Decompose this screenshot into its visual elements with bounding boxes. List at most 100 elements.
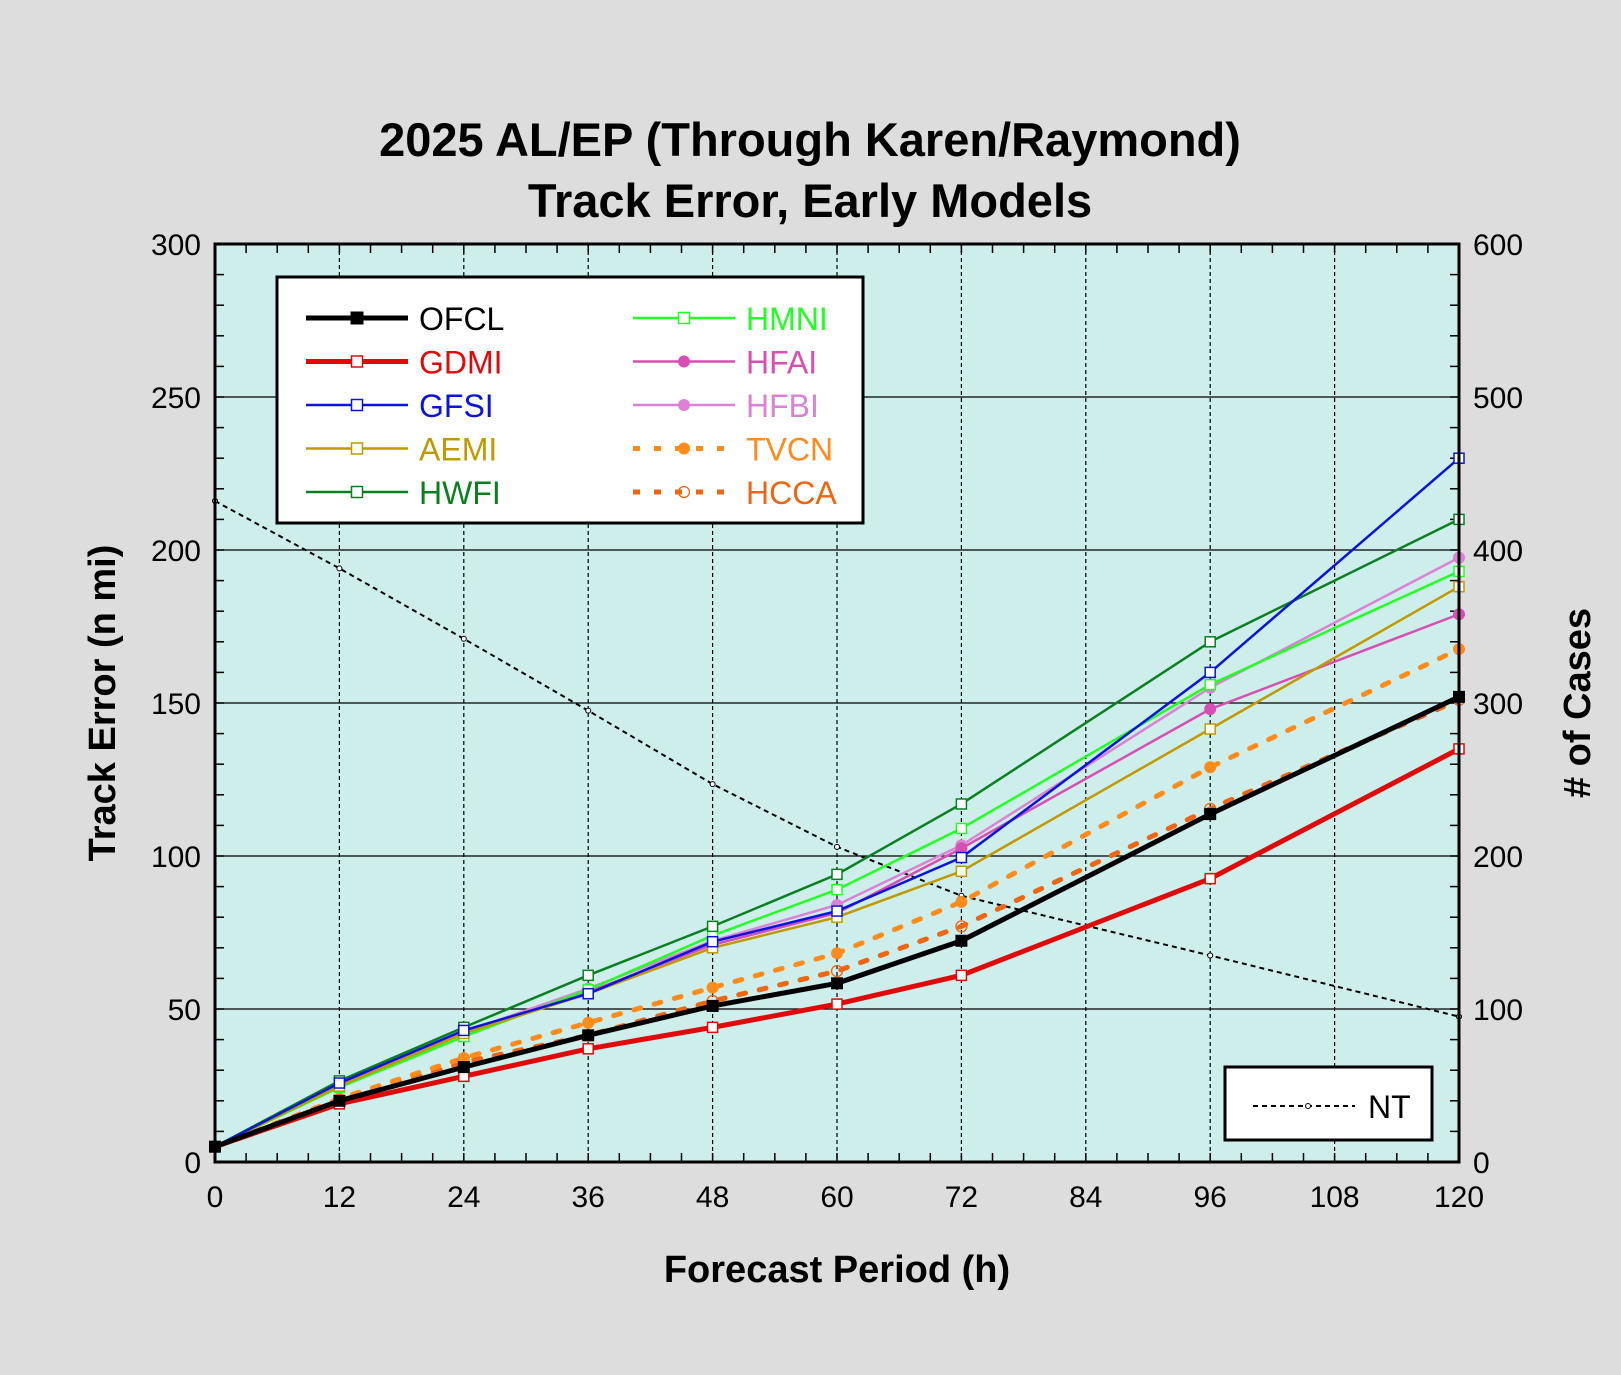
y2-tick-label: 500 xyxy=(1473,382,1523,415)
data-point-hmni xyxy=(955,822,968,835)
data-point-gdmi xyxy=(955,969,968,982)
x-tick-label: 96 xyxy=(1194,1181,1227,1214)
cases-legend: NT xyxy=(1223,1065,1434,1142)
y2-tick-labels: 0 100 200 300 400 500 600 xyxy=(1473,229,1523,1180)
x-axis-label: Forecast Period (h) xyxy=(664,1249,1010,1291)
y-tick-label: 50 xyxy=(168,994,201,1027)
data-point-gdmi xyxy=(1204,872,1216,885)
data-point-gfsi xyxy=(458,1024,470,1037)
data-point-ofcl xyxy=(831,977,843,990)
data-point-hwfi xyxy=(582,969,594,982)
legend-label-hfbi: HFBI xyxy=(746,388,819,424)
x-tick-label: 108 xyxy=(1310,1181,1360,1214)
data-point-hwfi xyxy=(831,868,843,881)
data-point-nt xyxy=(585,707,592,714)
y2-tick-label: 400 xyxy=(1473,535,1523,568)
x-tick-label: 24 xyxy=(447,1181,480,1214)
data-point-gfsi xyxy=(582,987,594,1000)
y-tick-label: 200 xyxy=(151,535,201,568)
data-point-ofcl xyxy=(333,1094,346,1107)
y2-tick-label: 600 xyxy=(1473,229,1523,262)
y2-tick-label: 300 xyxy=(1473,688,1523,721)
data-point-tvcn xyxy=(582,1016,595,1029)
y2-tick-label: 100 xyxy=(1473,994,1523,1027)
data-point-nt xyxy=(709,781,716,788)
chart-title-line1: 2025 AL/EP (Through Karen/Raymond) xyxy=(379,113,1241,166)
data-point-gdmi xyxy=(706,1021,719,1034)
data-point-gfsi xyxy=(706,935,719,948)
data-point-tvcn xyxy=(457,1051,470,1064)
legend-marker-hfai xyxy=(678,355,690,368)
x-tick-label: 120 xyxy=(1434,1181,1484,1214)
y-tick-label: 150 xyxy=(151,688,201,721)
legend-label-gdmi: GDMI xyxy=(419,345,503,381)
y-tick-label: 0 xyxy=(184,1147,201,1180)
legend-marker-hwfi xyxy=(350,485,364,499)
data-point-gfsi xyxy=(333,1077,346,1089)
data-point-aemi xyxy=(955,865,968,878)
x-tick-label: 36 xyxy=(572,1181,605,1214)
data-point-ofcl xyxy=(582,1029,595,1042)
cases-legend-box xyxy=(1223,1065,1434,1142)
data-point-tvcn xyxy=(706,981,719,994)
data-point-ofcl xyxy=(706,999,719,1012)
y2-tick-label: 0 xyxy=(1473,1147,1490,1180)
legend-marker-gdmi xyxy=(350,355,364,368)
data-point-gfsi xyxy=(955,851,968,864)
data-point-gdmi xyxy=(582,1043,594,1055)
legend-label-nt: NT xyxy=(1368,1089,1411,1125)
legend-label-tvcn: TVCN xyxy=(746,432,833,468)
legend-marker-nt xyxy=(1305,1103,1311,1109)
x-tick-label: 0 xyxy=(207,1181,224,1214)
x-tick-label: 12 xyxy=(323,1181,356,1214)
data-point-hmni xyxy=(1204,678,1216,691)
y-tick-labels: 0 50 100 150 200 250 300 xyxy=(151,229,201,1180)
data-point-hcca xyxy=(955,920,968,933)
x-tick-label: 60 xyxy=(820,1181,853,1214)
y-axis-label: Track Error (n mi) xyxy=(82,545,124,862)
data-point-nt xyxy=(336,565,343,572)
data-point-hcca xyxy=(830,964,844,978)
data-point-hfai xyxy=(1204,703,1217,716)
legend: OFCL GDMI GFSI AEMI HWFI HMNI HFAI HFBI TVCN HCCA xyxy=(275,275,865,525)
plot-frame xyxy=(213,242,1461,1164)
legend-label-gfsi: GFSI xyxy=(419,388,494,424)
data-point-nt xyxy=(834,843,840,850)
legend-marker-hfbi xyxy=(678,399,690,411)
y-tick-label: 100 xyxy=(151,841,201,874)
legend-label-hmni: HMNI xyxy=(746,301,828,337)
data-point-hwfi xyxy=(1204,636,1216,648)
legend-marker-ofcl xyxy=(350,311,364,325)
data-point-hmni xyxy=(831,883,843,896)
x-tick-label: 48 xyxy=(696,1181,729,1214)
legend-label-aemi: AEMI xyxy=(419,432,497,468)
legend-marker-hcca xyxy=(677,485,691,499)
legend-label-hfai: HFAI xyxy=(746,345,817,381)
data-point-gfsi xyxy=(1204,666,1216,679)
legend-label-ofcl: OFCL xyxy=(419,301,504,337)
data-point-nt xyxy=(460,635,467,642)
data-point-nt xyxy=(1207,952,1214,959)
data-point-aemi xyxy=(1204,723,1216,735)
x-tick-label: 84 xyxy=(1069,1181,1102,1214)
data-point-tvcn xyxy=(955,895,968,908)
data-point-hwfi xyxy=(706,920,719,933)
data-point-gfsi xyxy=(831,905,843,917)
y-tick-label: 300 xyxy=(151,229,201,262)
legend-marker-hmni xyxy=(677,311,691,325)
y2-axis-label: # of Cases xyxy=(1557,608,1599,798)
legend-label-hcca: HCCA xyxy=(746,475,837,511)
data-point-hwfi xyxy=(955,798,968,810)
x-tick-label: 72 xyxy=(945,1181,978,1214)
legend-marker-tvcn xyxy=(678,442,690,455)
data-point-hfai xyxy=(955,842,968,855)
legend-marker-gfsi xyxy=(350,398,364,412)
series-line-nt xyxy=(214,500,1460,1018)
data-point-tvcn xyxy=(1204,761,1217,774)
y-tick-label: 250 xyxy=(151,382,201,415)
legend-label-hwfi: HWFI xyxy=(419,475,501,511)
data-point-ofcl xyxy=(1204,808,1217,821)
y2-tick-label: 200 xyxy=(1473,841,1523,874)
data-point-gdmi xyxy=(831,998,843,1010)
